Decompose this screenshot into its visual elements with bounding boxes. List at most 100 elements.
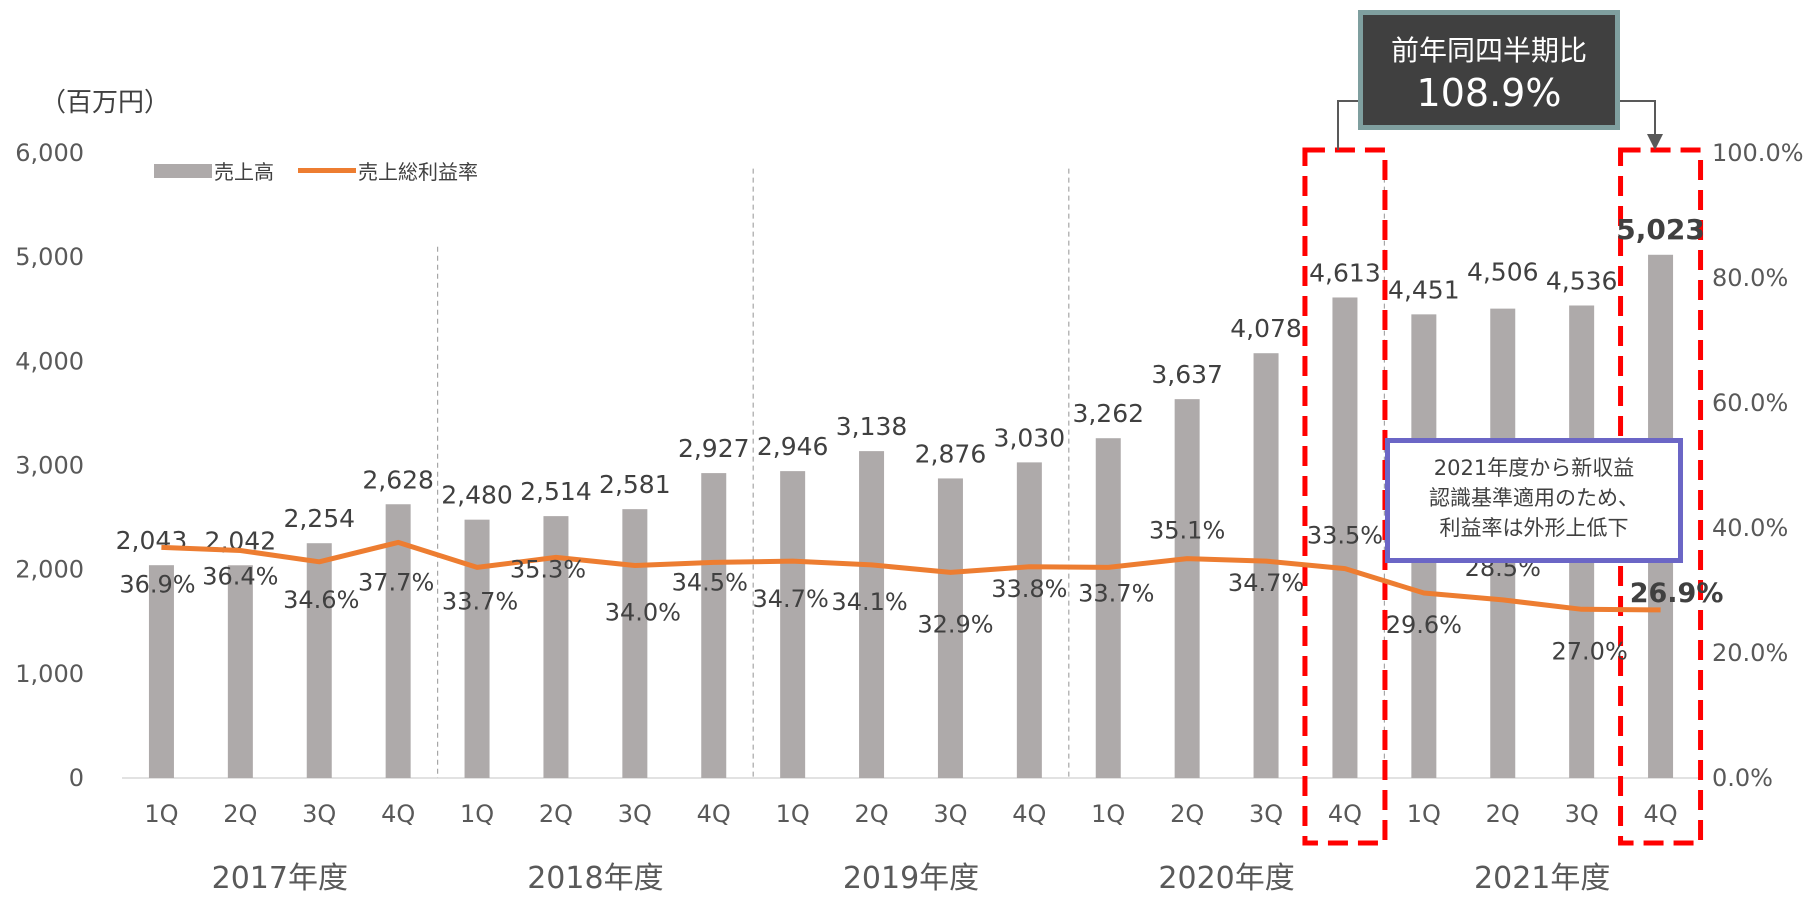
x-tick-label: 1Q — [1091, 800, 1125, 828]
legend-item-line: 売上総利益率 — [298, 156, 478, 185]
x-tick-label: 1Q — [1407, 800, 1441, 828]
x-tick-label: 2Q — [1486, 800, 1520, 828]
x-tick-label: 3Q — [933, 800, 967, 828]
note-line: 認識基準適用のため、 — [1429, 486, 1639, 510]
y-right-tick-label: 60.0% — [1712, 389, 1788, 417]
connector-line — [1337, 100, 1358, 150]
bar-value-label: 3,262 — [1072, 399, 1144, 428]
bar — [1332, 297, 1358, 778]
bar-value-label: 2,514 — [520, 477, 592, 506]
arrowhead — [1647, 134, 1663, 150]
y-left-tick-label: 4,000 — [15, 347, 84, 375]
bar-value-label: 3,138 — [836, 412, 908, 441]
x-tick-label: 4Q — [697, 800, 731, 828]
x-tick-label: 4Q — [1012, 800, 1046, 828]
line-value-label: 34.1% — [831, 588, 907, 616]
y-left-tick-label: 5,000 — [15, 243, 84, 271]
x-group-label: 2018年度 — [527, 861, 663, 896]
x-tick-label: 3Q — [1565, 800, 1599, 828]
yoy-callout: 前年同四半期比 108.9% — [1358, 10, 1620, 130]
note-line: 利益率は外形上低下 — [1439, 516, 1629, 540]
highlight-frame — [1302, 147, 1388, 846]
line-value-label: 33.5% — [1307, 522, 1383, 550]
legend-line-label: 売上総利益率 — [358, 160, 478, 184]
line-value-label: 34.5% — [672, 568, 748, 596]
y-left-tick-label: 2,000 — [15, 556, 84, 584]
legend-item-bar: 売上高 — [154, 156, 274, 185]
line-value-label: 29.6% — [1386, 611, 1462, 639]
yoy-title: 前年同四半期比 — [1390, 34, 1587, 67]
note-line: 2021年度から新収益 — [1433, 456, 1635, 480]
note-callout: 2021年度から新収益 認識基準適用のため、 利益率は外形上低下 — [1385, 438, 1683, 563]
line-value-label: 34.0% — [605, 599, 681, 627]
yoy-value: 108.9% — [1416, 71, 1562, 115]
line-value-label: 32.9% — [917, 610, 993, 638]
line-value-label: 33.7% — [442, 587, 518, 615]
x-tick-label: 1Q — [776, 800, 810, 828]
x-tick-label: 3Q — [618, 800, 652, 828]
x-tick-label: 4Q — [1643, 800, 1677, 828]
x-group-label: 2021年度 — [1474, 861, 1610, 896]
unit-label: （百万円） — [40, 88, 171, 118]
y-right-tick-label: 20.0% — [1712, 639, 1788, 667]
line-value-label: 35.1% — [1149, 517, 1225, 545]
legend-line-swatch — [298, 168, 356, 173]
y-right-tick-label: 100.0% — [1712, 139, 1804, 167]
bar — [227, 565, 253, 778]
bar — [464, 519, 490, 778]
line-value-label: 35.3% — [510, 555, 586, 583]
y-left-tick-label: 6,000 — [15, 139, 84, 167]
x-tick-label: 4Q — [1328, 800, 1362, 828]
y-right-tick-label: 40.0% — [1712, 514, 1788, 542]
legend-bar-label: 売上高 — [214, 160, 274, 184]
x-group-label: 2019年度 — [843, 861, 979, 896]
bar-value-label: 2,927 — [678, 434, 750, 463]
y-left-tick-label: 1,000 — [15, 660, 84, 688]
bar — [1095, 438, 1121, 778]
bar-value-label: 4,613 — [1309, 258, 1381, 287]
margin-line — [161, 539, 1661, 613]
line-value-label: 34.7% — [753, 585, 829, 613]
bar — [780, 471, 806, 778]
connector-line — [1620, 100, 1656, 140]
bar — [148, 565, 174, 778]
line-value-label: 34.7% — [1228, 569, 1304, 597]
x-group-label: 2017年度 — [212, 861, 348, 896]
bar-value-label: 2,581 — [599, 470, 671, 499]
x-tick-label: 4Q — [381, 800, 415, 828]
line-value-label: 26.9% — [1630, 578, 1724, 609]
legend: 売上高 売上総利益率 — [154, 156, 478, 185]
line-value-label: 36.9% — [119, 570, 195, 598]
x-group-label: 2020年度 — [1158, 861, 1294, 896]
bar — [1174, 399, 1200, 778]
bar — [859, 451, 885, 778]
bar-value-label: 5,023 — [1616, 213, 1705, 246]
bar-value-label: 4,451 — [1388, 275, 1460, 304]
bar — [306, 543, 332, 778]
bar — [1016, 462, 1042, 778]
legend-bar-swatch — [154, 163, 212, 178]
line-value-label: 34.6% — [283, 586, 359, 614]
bar-value-label: 2,876 — [915, 439, 987, 468]
x-tick-label: 2Q — [223, 800, 257, 828]
x-tick-label: 2Q — [539, 800, 573, 828]
x-tick-label: 1Q — [460, 800, 494, 828]
bar-value-label: 2,946 — [757, 432, 829, 461]
line-value-label: 27.0% — [1552, 637, 1628, 665]
y-right-tick-label: 0.0% — [1712, 764, 1773, 792]
bar-value-label: 3,637 — [1151, 360, 1223, 389]
bar — [937, 478, 963, 778]
bar-value-label: 4,536 — [1546, 267, 1618, 296]
x-tick-label: 3Q — [1249, 800, 1283, 828]
y-left-tick-label: 0 — [69, 764, 84, 792]
bar — [622, 509, 648, 778]
bar-value-label: 2,043 — [116, 526, 188, 555]
bar-value-label: 2,480 — [441, 481, 513, 510]
line-value-label: 37.7% — [358, 568, 434, 596]
bar — [701, 473, 727, 778]
bar — [1253, 353, 1279, 778]
line-value-label: 33.8% — [991, 575, 1067, 603]
x-tick-label: 3Q — [302, 800, 336, 828]
highlight-frame — [1618, 147, 1704, 846]
